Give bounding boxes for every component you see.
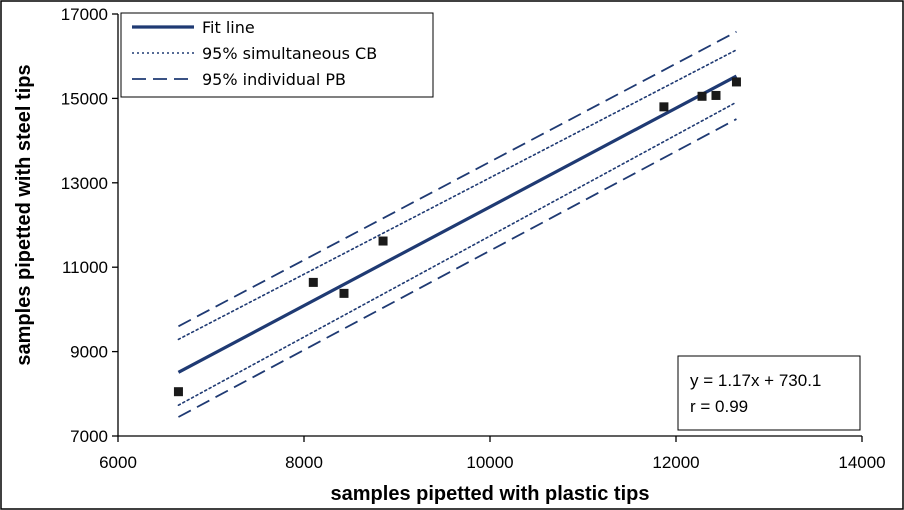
y-tick-label: 9000 [70,343,108,362]
data-point [378,236,388,246]
y-tick-label: 11000 [62,258,108,277]
legend: Fit line 95% simultaneous CB 95% individua… [120,12,434,98]
data-point [731,77,741,87]
y-tick-label: 7000 [70,427,108,446]
x-tick-label: 8000 [285,453,323,472]
y-axis-title: samples pipetted with steel tips [13,64,35,365]
legend-label: Fit line [202,18,255,37]
axes: 6000 8000 10000 12000 14000 7000 9000 11000 1300… [61,5,886,472]
equation-box: y = 1.17x + 730.1 r = 0.99 [677,355,861,431]
legend-label: 95% simultaneous CB [202,44,377,63]
equation-box-frame [677,355,861,431]
data-point [173,387,183,397]
series-layer [177,30,738,418]
data-point [659,102,669,112]
series-line-95-simultaneous-cb [177,49,738,341]
series-line-fit-line [177,74,738,374]
y-tick-label: 17000 [61,5,108,24]
x-tick-label: 12000 [652,453,699,472]
equation-text: y = 1.17x + 730.1 [690,371,821,390]
data-point [308,277,318,287]
x-tick-label: 14000 [838,453,885,472]
x-tick-label: 10000 [466,453,513,472]
series-line-95-individual-pb [178,30,737,328]
points-layer [173,77,741,397]
series-line-95-simultaneous-cb [177,101,738,406]
y-tick-label: 13000 [61,174,108,193]
data-point [339,288,349,298]
correlation-text: r = 0.99 [690,397,748,416]
series-line-95-individual-pb [178,118,737,418]
legend-label: 95% individual PB [202,70,346,89]
y-tick-label: 15000 [61,89,108,108]
data-point [711,90,721,100]
x-tick-label: 6000 [99,453,137,472]
x-axis-title: samples pipetted with plastic tips [331,483,650,505]
data-point [697,91,707,101]
